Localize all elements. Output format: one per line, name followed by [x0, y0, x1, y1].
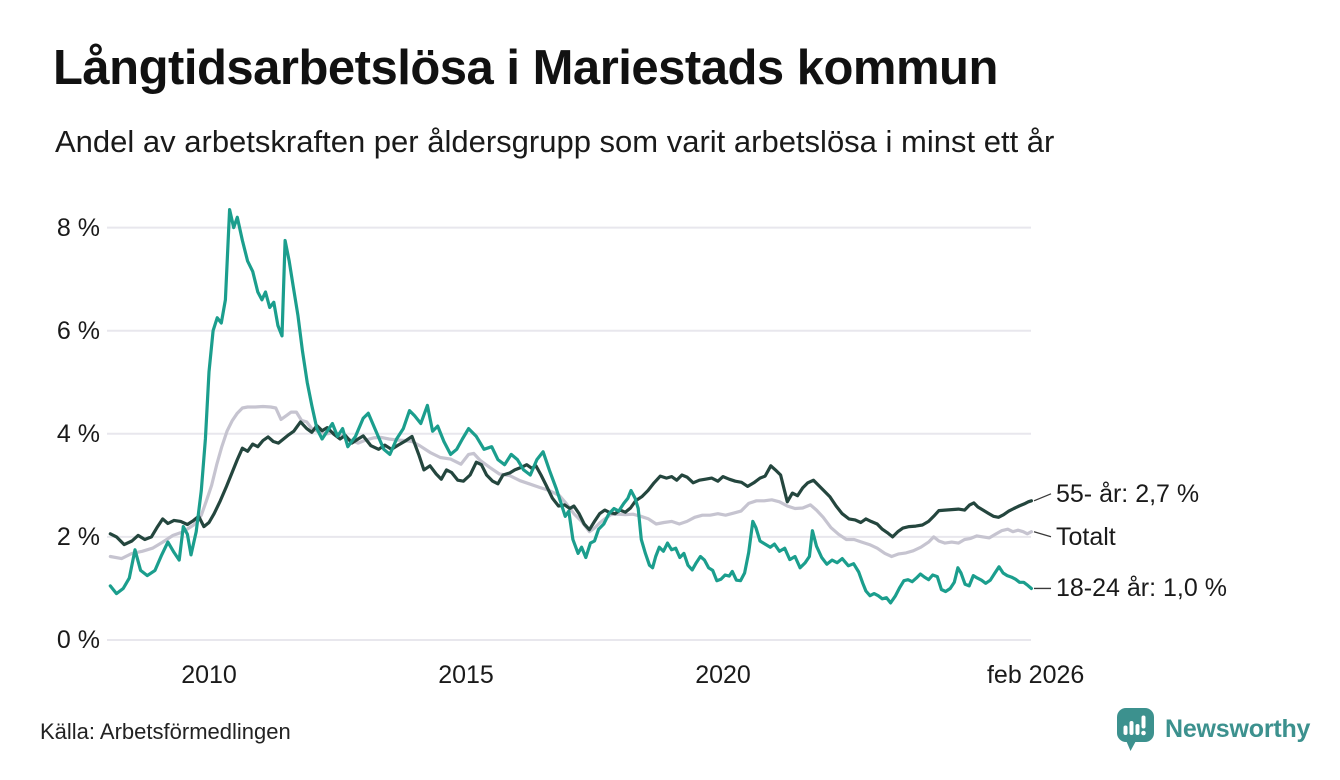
- x-axis-tick-label: 2020: [695, 661, 751, 689]
- gridlines: [107, 226, 1031, 641]
- newsworthy-logo[interactable]: Newsworthy: [1116, 707, 1310, 752]
- end-label-connector: [1033, 531, 1052, 538]
- series-line-55-r: [108, 420, 1034, 547]
- series-end-label-totalt: Totalt: [1056, 522, 1116, 551]
- series-end-label-55-r: 55- år: 2,7 %: [1056, 479, 1200, 508]
- series-line-totalt: [108, 404, 1034, 561]
- page-title: Långtidsarbetslösa i Mariestads kommun: [53, 41, 998, 95]
- end-label-connectors: [1033, 493, 1052, 590]
- chart-subtitle: Andel av arbetskraften per åldersgrupp s…: [55, 124, 1055, 159]
- source-note: Källa: Arbetsförmedlingen: [40, 719, 291, 744]
- x-axis-tick-label: 2015: [438, 661, 494, 689]
- y-axis-tick-label: 8 %: [56, 213, 100, 242]
- series-end-label-18-24-r: 18-24 år: 1,0 %: [1056, 574, 1227, 603]
- y-axis-tick-label: 2 %: [56, 522, 100, 551]
- series-line-18-24-r: [108, 208, 1034, 605]
- y-axis-tick-label: 6 %: [56, 316, 100, 345]
- newsworthy-speech-bubble-bar-chart-icon: [1117, 708, 1154, 751]
- y-axis-tick-label: 4 %: [56, 419, 100, 448]
- y-axis-tick-label: 0 %: [56, 626, 100, 654]
- series-lines: [108, 208, 1034, 605]
- newsworthy-wordmark: Newsworthy: [1165, 715, 1311, 743]
- x-axis-tick-label: feb 2026: [986, 661, 1085, 689]
- x-axis-tick-label: 2010: [181, 661, 237, 689]
- end-label-connector: [1033, 493, 1052, 502]
